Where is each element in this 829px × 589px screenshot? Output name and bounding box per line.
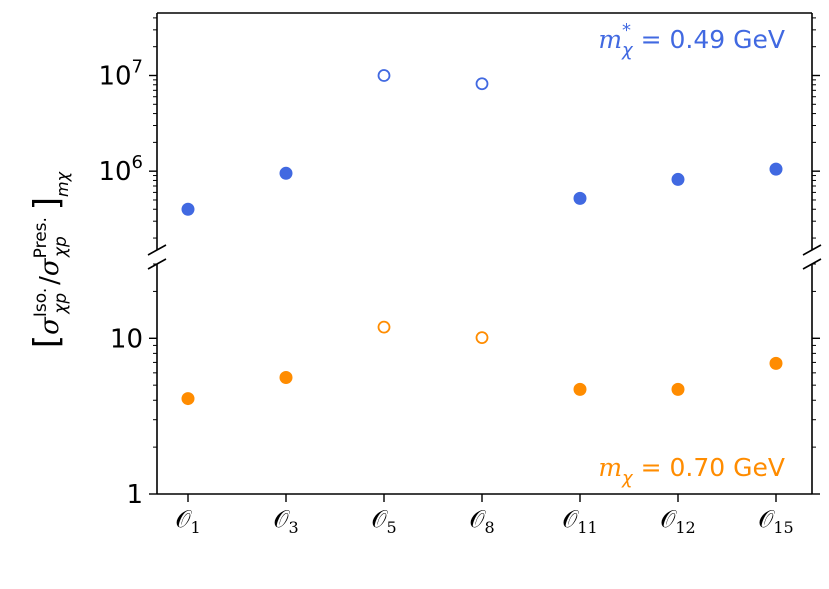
upper-data-point (377, 69, 391, 82)
y-axis-label-text: [σIso.χp/σPres.χp]mχ (27, 171, 72, 348)
x-category-label: 𝒪11 (562, 505, 597, 537)
y-tick-labels: 106 107 1 10 (98, 56, 143, 510)
lower-data-point (671, 382, 685, 396)
x-category-label: 𝒪12 (660, 505, 695, 537)
upper-data-point (279, 166, 293, 180)
lower-series-annotation: mχ = 0.70 GeV (598, 453, 785, 489)
lower-data-point (573, 382, 587, 396)
tick-marks (149, 17, 820, 502)
upper-data-point (181, 202, 195, 216)
y-axis-label: [σIso.χp/σPres.χp]mχ (27, 171, 72, 348)
x-category-label: 𝒪8 (469, 505, 494, 537)
upper-tick-label: 107 (98, 56, 143, 91)
upper-series-annotation: m* χ = 0.49 GeV (598, 20, 785, 61)
axes (147, 12, 822, 495)
upper-data-point (573, 191, 587, 205)
y-axis-label-group: [σIso.χp/σPres.χp]mχ (27, 171, 72, 348)
lower-tick-label: 1 (126, 480, 143, 510)
lower-data-point (475, 331, 489, 345)
series-annotations: m* χ = 0.49 GeV mχ = 0.70 GeV (598, 20, 785, 489)
upper-data-point (769, 162, 783, 176)
upper-data-point (671, 172, 685, 186)
lower-data-point (279, 371, 293, 385)
x-category-label: 𝒪3 (273, 505, 298, 537)
lower-tick-label: 10 (110, 324, 143, 354)
x-category-label: 𝒪5 (371, 505, 396, 537)
x-tick-labels: 𝒪1 𝒪3 𝒪5 𝒪8 𝒪11 𝒪12 𝒪15 (175, 505, 793, 537)
upper-tick-label: 106 (98, 152, 143, 187)
x-category-label: 𝒪15 (758, 505, 793, 537)
axis-break-mark (802, 244, 822, 256)
axis-break-mark (147, 244, 167, 256)
lower-data-point (769, 356, 783, 370)
upper-data-point (475, 77, 489, 91)
x-category-label: 𝒪1 (175, 505, 200, 537)
lower-data-point (181, 392, 195, 406)
lower-data-point (377, 320, 391, 334)
data-points (181, 69, 783, 406)
